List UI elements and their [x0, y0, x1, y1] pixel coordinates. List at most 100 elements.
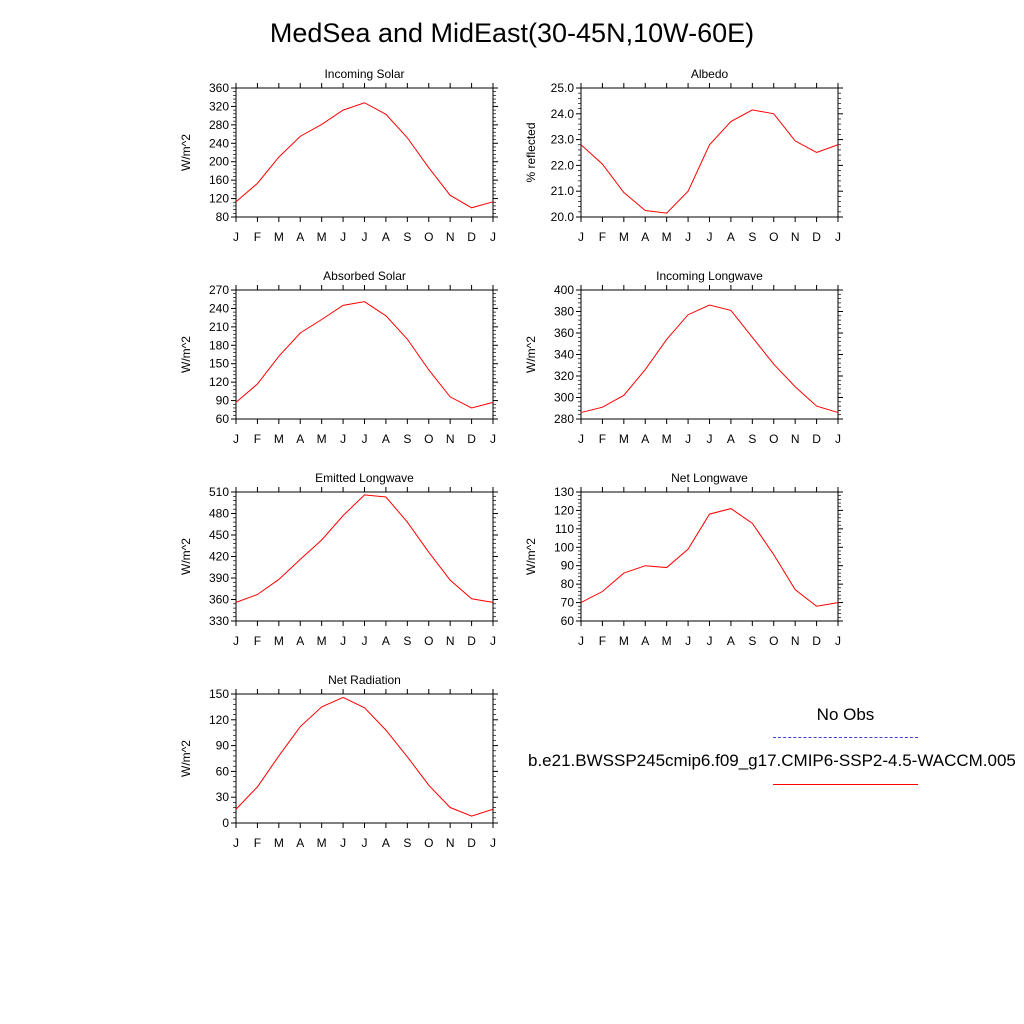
x-tick-label: A	[727, 432, 735, 446]
x-tick-label: J	[707, 634, 713, 648]
y-tick-label: 80	[216, 210, 230, 224]
y-tick-label: 180	[209, 338, 229, 352]
x-tick-label: S	[748, 230, 756, 244]
x-tick-label: N	[446, 230, 455, 244]
y-tick-label: 110	[555, 522, 574, 536]
y-tick-label: 130	[554, 485, 574, 499]
legend-model-label: b.e21.BWSSP245cmip6.f09_g17.CMIP6-SSP2-4…	[528, 751, 1016, 770]
x-tick-label: M	[274, 230, 284, 244]
y-tick-label: 400	[554, 283, 574, 297]
y-axis-label: W/m^2	[179, 740, 193, 777]
x-tick-label: J	[233, 432, 239, 446]
plot-frame	[580, 491, 839, 622]
series-line	[235, 301, 494, 409]
x-tick-label: J	[490, 634, 496, 648]
x-tick-label: J	[490, 230, 496, 244]
x-tick-label: F	[254, 432, 261, 446]
x-tick-label: A	[641, 432, 649, 446]
y-tick-label: 320	[209, 99, 229, 113]
x-tick-label: J	[490, 836, 496, 850]
legend-obs-label: No Obs	[816, 705, 875, 724]
x-tick-label: J	[362, 634, 368, 648]
y-tick-label: 120	[209, 713, 229, 727]
x-tick-label: S	[748, 634, 756, 648]
plot-frame	[235, 693, 494, 824]
y-tick-label: 390	[209, 571, 229, 585]
y-tick-label: 420	[209, 550, 229, 564]
x-tick-label: D	[812, 432, 821, 446]
series-line	[580, 109, 839, 214]
y-tick-label: 100	[554, 540, 574, 554]
x-tick-label: M	[274, 432, 284, 446]
y-tick-label: 22.0	[551, 158, 575, 172]
x-tick-label: A	[382, 634, 390, 648]
y-tick-label: 330	[209, 614, 229, 628]
chart-title: Incoming Solar	[324, 67, 404, 81]
y-tick-label: 270	[209, 283, 229, 297]
x-tick-label: A	[727, 230, 735, 244]
y-tick-label: 23.0	[551, 133, 575, 147]
y-tick-label: 60	[216, 764, 230, 778]
x-tick-label: J	[578, 230, 584, 244]
x-tick-label: M	[619, 230, 629, 244]
legend-model-line	[773, 784, 918, 785]
x-tick-label: A	[296, 432, 304, 446]
x-tick-label: J	[835, 432, 841, 446]
page-title: MedSea and MidEast(30-45N,10W-60E)	[269, 18, 755, 48]
x-tick-label: F	[599, 230, 606, 244]
x-tick-label: A	[296, 634, 304, 648]
x-tick-label: M	[274, 634, 284, 648]
x-tick-label: A	[382, 836, 390, 850]
y-axis-label: % reflected	[524, 122, 538, 182]
y-tick-label: 450	[209, 528, 229, 542]
x-tick-label: J	[707, 230, 713, 244]
plot-frame	[235, 491, 494, 622]
y-axis-label: W/m^2	[179, 538, 193, 575]
x-tick-label: J	[340, 836, 346, 850]
y-tick-label: 60	[561, 614, 575, 628]
y-tick-label: 120	[209, 375, 229, 389]
x-tick-label: D	[467, 230, 476, 244]
x-tick-label: S	[403, 432, 411, 446]
y-tick-label: 240	[209, 301, 229, 315]
y-tick-label: 30	[216, 790, 230, 804]
x-tick-label: O	[424, 634, 433, 648]
x-tick-label: N	[446, 836, 455, 850]
x-tick-label: J	[233, 836, 239, 850]
y-tick-label: 70	[561, 596, 575, 610]
y-tick-label: 90	[216, 394, 230, 408]
series-line	[580, 304, 839, 414]
x-tick-label: A	[727, 634, 735, 648]
y-tick-label: 120	[554, 503, 574, 517]
series-line	[235, 696, 494, 817]
y-tick-label: 200	[209, 155, 229, 169]
y-tick-label: 90	[561, 559, 575, 573]
y-tick-label: 21.0	[551, 184, 575, 198]
x-tick-label: A	[296, 836, 304, 850]
x-tick-label: F	[254, 230, 261, 244]
x-tick-label: J	[685, 230, 691, 244]
x-tick-label: J	[233, 230, 239, 244]
y-tick-label: 90	[216, 739, 230, 753]
x-tick-label: A	[382, 230, 390, 244]
y-tick-label: 320	[554, 369, 574, 383]
chart-title: Incoming Longwave	[656, 269, 763, 283]
x-tick-label: A	[296, 230, 304, 244]
x-tick-label: M	[317, 836, 327, 850]
x-tick-label: N	[791, 432, 800, 446]
x-tick-label: M	[662, 634, 672, 648]
chart-title: Albedo	[691, 67, 729, 81]
x-tick-label: D	[812, 634, 821, 648]
y-tick-label: 20.0	[551, 210, 575, 224]
x-tick-label: O	[424, 230, 433, 244]
x-tick-label: D	[812, 230, 821, 244]
y-tick-label: 210	[209, 320, 229, 334]
y-tick-label: 480	[209, 507, 229, 521]
y-tick-label: 160	[209, 173, 229, 187]
x-tick-label: N	[791, 230, 800, 244]
x-tick-label: M	[317, 634, 327, 648]
x-tick-label: F	[599, 634, 606, 648]
